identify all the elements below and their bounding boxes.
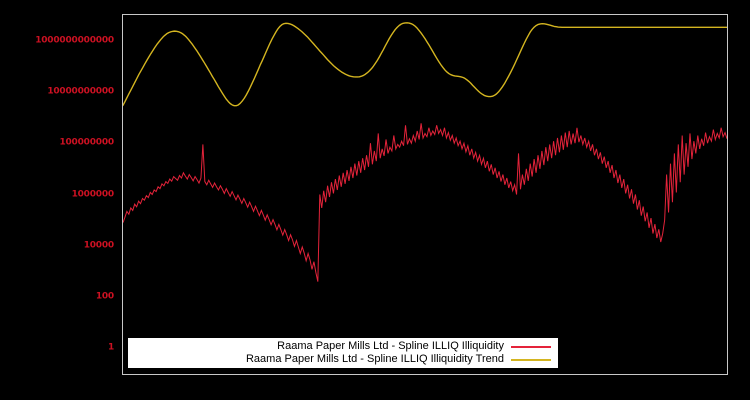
legend-entry-trend[interactable]: Raama Paper Mills Ltd - Spline ILLIQ Ill… (129, 353, 557, 366)
legend: Raama Paper Mills Ltd - Spline ILLIQ Ill… (128, 338, 558, 368)
legend-swatch-trend (511, 358, 551, 361)
y-tick-label: 10000 (83, 240, 115, 251)
y-tick-label: 10000000000 (47, 86, 114, 97)
legend-swatch-illiquidity (511, 345, 551, 348)
legend-label-illiquidity: Raama Paper Mills Ltd - Spline ILLIQ Ill… (277, 340, 504, 352)
plot-area (122, 14, 728, 375)
y-tick-label: 1000000 (71, 189, 115, 199)
trend-line (123, 22, 727, 107)
legend-entry-illiquidity[interactable]: Raama Paper Mills Ltd - Spline ILLIQ Ill… (129, 340, 557, 353)
legend-label-trend: Raama Paper Mills Ltd - Spline ILLIQ Ill… (245, 353, 504, 365)
plot-clip (123, 15, 727, 374)
y-tick-label: 1000000000000 (35, 35, 114, 46)
y-tick-label: 100000000 (59, 137, 114, 148)
series-canvas (123, 22, 727, 282)
y-tick-label: 1 (107, 342, 114, 353)
y-tick-label: 100 (95, 291, 114, 302)
illiquidity-line (123, 123, 727, 282)
y-axis: 1000000000000 10000000000 100000000 1000000… (0, 0, 122, 400)
